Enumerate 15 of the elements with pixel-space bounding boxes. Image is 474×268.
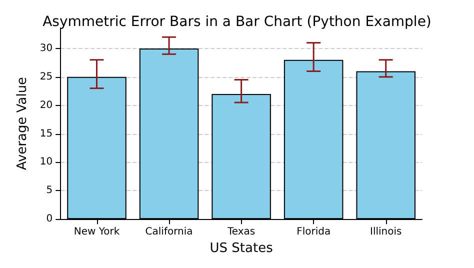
y-tick-label: 20: [40, 100, 53, 111]
x-axis-title: US States: [210, 241, 274, 256]
y-tick-label: 0: [46, 214, 53, 225]
y-tick-label: 15: [40, 128, 53, 140]
x-tick-label: Texas: [226, 226, 256, 238]
chart-title: Asymmetric Error Bars in a Bar Chart (Python Example): [42, 14, 432, 30]
x-tick-label: California: [145, 226, 193, 238]
x-tick-label: Florida: [296, 226, 331, 238]
y-tick-label: 25: [40, 71, 53, 82]
y-tick-label: 30: [40, 42, 53, 54]
y-tick-label: 10: [40, 156, 53, 168]
y-axis-title: Average Value: [15, 76, 30, 170]
x-tick-label: Illinois: [370, 226, 402, 238]
x-tick-label: New York: [74, 226, 120, 238]
y-tick-label: 5: [46, 185, 53, 196]
